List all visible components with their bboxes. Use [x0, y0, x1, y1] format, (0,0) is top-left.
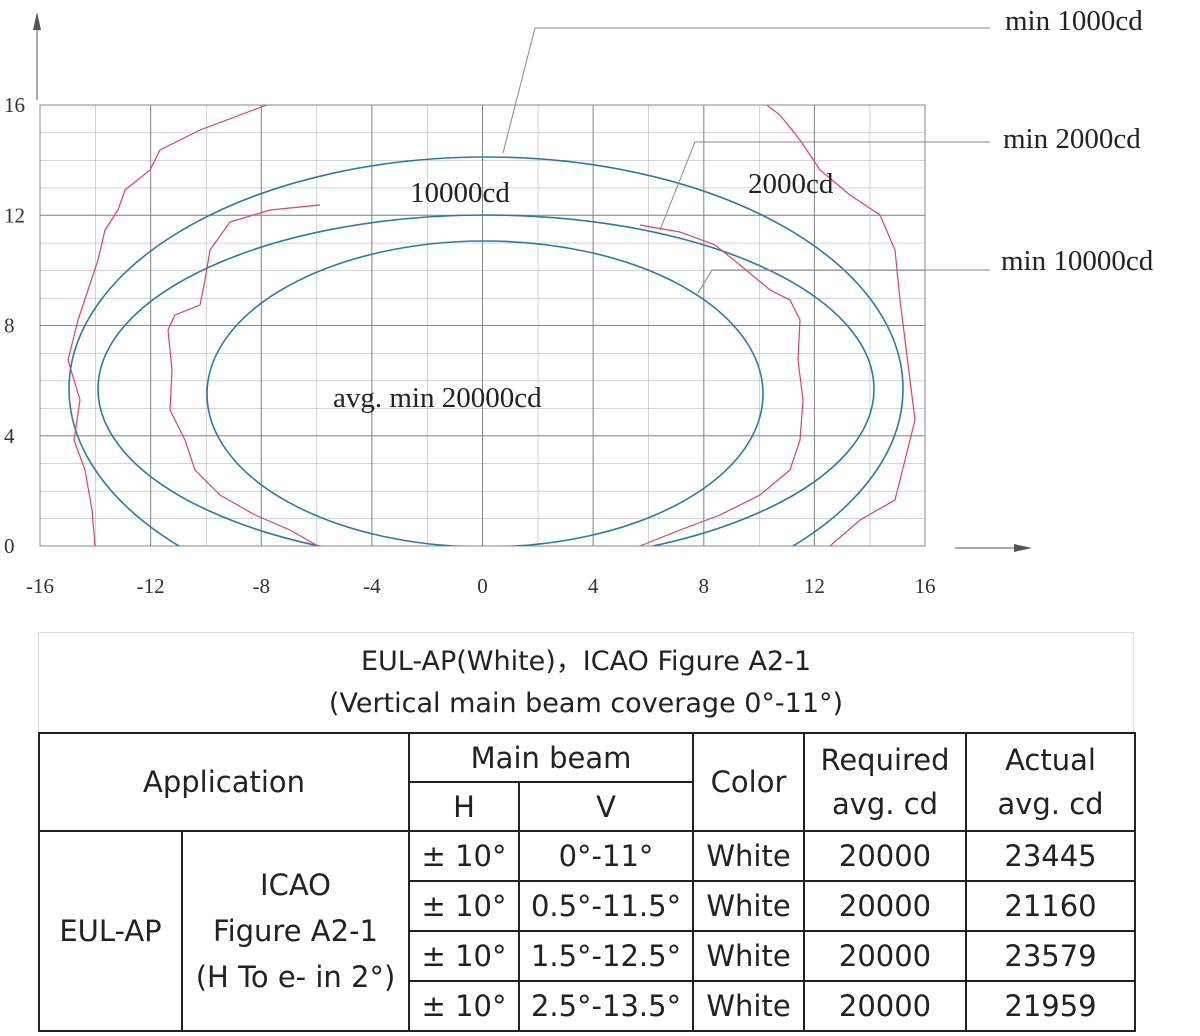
- header-cell: Required avg. cd: [803, 732, 968, 832]
- leader-line: [502, 27, 990, 154]
- annotation: min 1000cd: [1005, 5, 1143, 37]
- x-tick-label: 0: [477, 574, 488, 598]
- header-line: avg. cd: [831, 787, 939, 821]
- leader-line: [659, 141, 990, 231]
- x-tick-label: 4: [588, 574, 599, 598]
- data-cell: ± 10°: [408, 930, 521, 982]
- header-cell: Main beam: [408, 732, 695, 783]
- table-row: ± 10° 1.5°-12.5° White 20000 23579: [39, 930, 1137, 982]
- x-tick-label: -12: [137, 574, 165, 598]
- data-cell: 21160: [965, 880, 1137, 932]
- arrowhead: [33, 12, 41, 30]
- data-cell: ± 10°: [408, 880, 521, 932]
- measured-outer-left: [67, 105, 269, 546]
- contour-2000: [97, 214, 875, 546]
- annotation: min 2000cd: [1003, 123, 1141, 155]
- title-line: EUL-AP(White)，ICAO Figure A2-1: [360, 646, 812, 677]
- x-tick-label: -4: [363, 574, 381, 598]
- header-cell: Application: [37, 732, 411, 832]
- data-cell: ± 10°: [408, 830, 521, 882]
- annotation: avg. min 20000cd: [333, 382, 542, 414]
- measured-outer-right: [765, 105, 916, 546]
- data-cell: 2.5°-13.5°: [518, 980, 695, 1032]
- header-cell: V: [518, 781, 695, 832]
- x-tick-label: 12: [804, 574, 825, 598]
- data-cell: White: [692, 880, 806, 932]
- data-cell: 20000: [803, 830, 968, 882]
- table-row: EUL-AP ICAO Figure A2-1 (H To e- in 2°) ± 10…: [38, 830, 1137, 1032]
- arrowhead: [1014, 544, 1032, 552]
- contour-10000: [206, 240, 764, 546]
- data-cell: 20000: [803, 880, 968, 932]
- annotation: min 10000cd: [1001, 245, 1154, 277]
- header-cell: H: [408, 781, 521, 832]
- application-cell: EUL-AP: [38, 830, 183, 1032]
- data-cell: 23579: [965, 930, 1137, 982]
- data-cell: 23445: [965, 830, 1137, 882]
- data-cell: 0.5°-11.5°: [518, 880, 695, 932]
- annotation: 2000cd: [748, 168, 834, 200]
- data-cell: 21959: [965, 980, 1137, 1032]
- figure-cell: ICAO Figure A2-1 (H To e- in 2°): [180, 830, 411, 1032]
- header-line: Required: [820, 743, 950, 777]
- data-cell: White: [692, 980, 806, 1032]
- y-tick-label: 12: [4, 203, 25, 227]
- figure-line: (H To e- in 2°): [195, 960, 396, 994]
- figure-line: Figure A2-1: [213, 914, 378, 948]
- table-title: EUL-AP(White)，ICAO Figure A2-1 (Vertical…: [38, 632, 1134, 732]
- data-cell: 20000: [803, 980, 968, 1032]
- leader-line: [697, 269, 990, 294]
- y-tick-label: 0: [4, 534, 15, 558]
- x-tick-label: -16: [26, 574, 54, 598]
- data-cell: 20000: [803, 930, 968, 982]
- x-tick-label: 8: [699, 574, 710, 598]
- title-line: (Vertical main beam coverage 0°-11°): [328, 688, 844, 719]
- x-tick-label: 16: [915, 574, 936, 598]
- table: Application Main beam Color Required avg.…: [37, 732, 1137, 1032]
- measured-inner-right: [639, 224, 804, 546]
- data-cell: 1.5°-12.5°: [518, 930, 695, 982]
- measured-inner-left: [167, 204, 321, 546]
- header-line: Actual: [1005, 743, 1096, 777]
- header-cell: Actual avg. cd: [965, 732, 1137, 832]
- header-line: avg. cd: [997, 787, 1104, 821]
- annotation: 10000cd: [410, 177, 510, 209]
- table-row: ± 10° 2.5°-13.5° White 20000 21959: [39, 980, 1137, 1032]
- data-cell: White: [692, 830, 806, 882]
- y-tick-label: 8: [4, 314, 15, 338]
- data-cell: 0°-11°: [518, 830, 695, 882]
- y-tick-label: 4: [4, 424, 15, 448]
- table-block: EUL-AP(White)，ICAO Figure A2-1 (Vertical…: [37, 632, 1137, 1032]
- diagram: -16 -12 -8 -4 0 4 8 12 16 0 4 8 12 16 min 1000cd min …: [4, 5, 1154, 598]
- y-tick-label: 16: [4, 93, 25, 117]
- x-tick-label: -8: [253, 574, 271, 598]
- header-cell: Color: [692, 732, 806, 832]
- data-cell: ± 10°: [408, 980, 521, 1032]
- table-row: ± 10° 0.5°-11.5° White 20000 21160: [39, 880, 1137, 932]
- data-cell: White: [692, 930, 806, 982]
- figure-line: ICAO: [260, 868, 331, 902]
- contour-1000: [68, 156, 904, 546]
